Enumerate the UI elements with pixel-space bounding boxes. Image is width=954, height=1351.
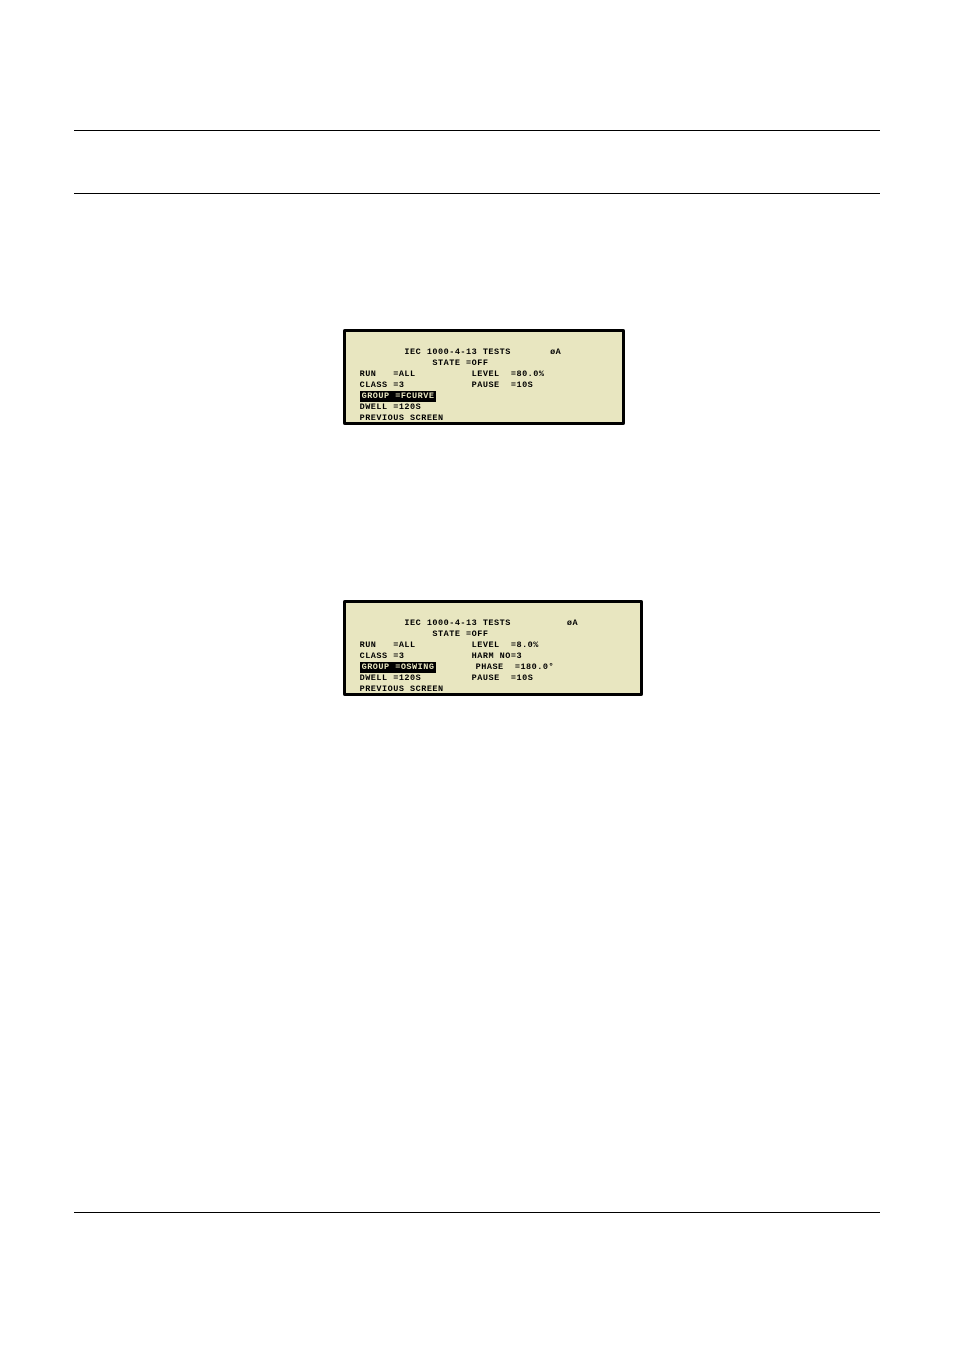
prev-row: PREVIOUS SCREEN [354,413,444,423]
dwell-label: DWELL [360,673,388,683]
run-label: RUN [360,369,377,379]
harm-value: =3 [511,651,522,661]
pause-label: PAUSE [472,673,500,683]
level-label: LEVEL [472,369,500,379]
dwell-value: =120S [393,673,421,683]
harm-label: HARM NO [472,651,511,661]
level-value: =8.0% [511,640,539,650]
class-value: =3 [393,380,404,390]
state-row: STATE =OFF [354,358,488,368]
group-phase-row: GROUP =OSWING PHASE =180.0° [354,662,554,672]
lcd-screen-oswing: IEC 1000-4-13 TESTS øA STATE =OFF RUN =A… [343,600,643,696]
dwell-pause-row: DWELL =120S PAUSE =10S [354,673,533,683]
horizontal-rule-top [74,130,880,131]
group-selected[interactable]: GROUP =FCURVE [360,391,437,402]
class-value: =3 [393,651,404,661]
state-label: STATE [432,629,460,639]
pause-label: PAUSE [472,380,500,390]
state-value: =OFF [466,629,488,639]
class-label: CLASS [360,651,388,661]
title-row: IEC 1000-4-13 TESTS øA [354,347,561,357]
group-row: GROUP =FCURVE [354,391,436,401]
run-value: =ALL [393,640,415,650]
previous-screen-link[interactable]: PREVIOUS SCREEN [360,684,444,694]
lcd-content-fcurve: IEC 1000-4-13 TESTS øA STATE =OFF RUN =A… [346,332,622,428]
title-text: IEC 1000-4-13 TESTS [404,347,510,357]
class-label: CLASS [360,380,388,390]
run-level-row: RUN =ALL LEVEL =80.0% [354,369,544,379]
horizontal-rule-bottom [74,1212,880,1213]
class-harm-row: CLASS =3 HARM NO=3 [354,651,522,661]
title-row: IEC 1000-4-13 TESTS øA [354,618,578,628]
phase-label: PHASE [476,662,504,672]
state-row: STATE =OFF [354,629,488,639]
class-pause-row: CLASS =3 PAUSE =10S [354,380,533,390]
run-value: =ALL [393,369,415,379]
pause-value: =10S [511,380,533,390]
level-label: LEVEL [472,640,500,650]
prev-row: PREVIOUS SCREEN [354,684,444,694]
state-label: STATE [432,358,460,368]
state-value: =OFF [466,358,488,368]
dwell-value: =120S [393,402,421,412]
horizontal-rule-mid [74,193,880,194]
phase-indicator: øA [567,618,578,628]
lcd-screen-fcurve: IEC 1000-4-13 TESTS øA STATE =OFF RUN =A… [343,329,625,425]
dwell-label: DWELL [360,402,388,412]
pause-value: =10S [511,673,533,683]
phase-indicator: øA [550,347,561,357]
group-selected[interactable]: GROUP =OSWING [360,662,437,673]
run-label: RUN [360,640,377,650]
run-level-row: RUN =ALL LEVEL =8.0% [354,640,539,650]
dwell-row: DWELL =120S [354,402,421,412]
level-value: =80.0% [511,369,545,379]
phase-value: =180.0° [515,662,554,672]
lcd-content-oswing: IEC 1000-4-13 TESTS øA STATE =OFF RUN =A… [346,603,640,699]
title-text: IEC 1000-4-13 TESTS [404,618,510,628]
previous-screen-link[interactable]: PREVIOUS SCREEN [360,413,444,423]
